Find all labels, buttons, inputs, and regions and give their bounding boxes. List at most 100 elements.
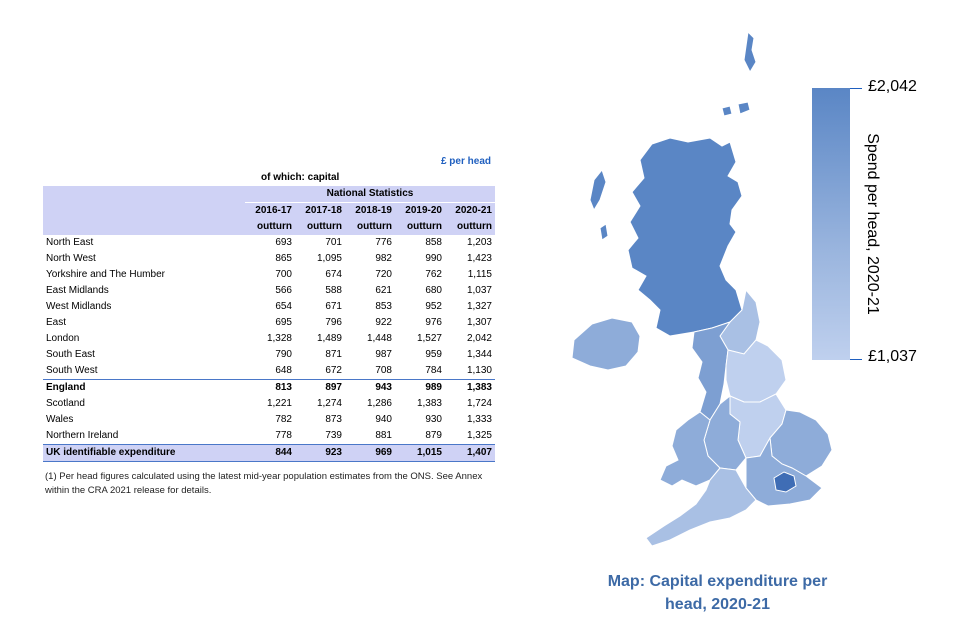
value-cell: 648 bbox=[275, 365, 292, 376]
table-row: Yorkshire and The Humber 700 674 720 762 1,11… bbox=[43, 267, 495, 283]
value-cell: 708 bbox=[375, 365, 392, 376]
region-northern-ireland bbox=[571, 317, 641, 371]
table-row: West Midlands 654 671 853 952 1,327 bbox=[43, 299, 495, 315]
table-row: Wales 782 873 940 930 1,333 bbox=[43, 412, 495, 428]
value-cell: 1,015 bbox=[395, 444, 445, 462]
table-row: North East 693 701 776 858 1,203 bbox=[43, 235, 495, 251]
column-header-year: 2019-20 bbox=[405, 205, 442, 216]
national-statistics-header: National Statistics bbox=[245, 186, 495, 203]
region-scotland bbox=[627, 137, 743, 337]
column-header-year: 2020-21 bbox=[455, 205, 492, 216]
region-scotland-islands bbox=[721, 101, 751, 117]
value-cell: 976 bbox=[425, 317, 442, 328]
table-year-header-row: 2016-17 2017-18 2018-19 2019-20 2020-21 bbox=[43, 202, 495, 219]
row-label: Northern Ireland bbox=[46, 430, 119, 441]
value-cell: 1,527 bbox=[416, 333, 442, 344]
value-cell: 680 bbox=[425, 285, 442, 296]
row-label: Wales bbox=[46, 414, 74, 425]
value-cell: 1,383 bbox=[445, 379, 495, 396]
value-cell: 987 bbox=[375, 349, 392, 360]
table-row: South East 790 871 987 959 1,344 bbox=[43, 347, 495, 363]
row-label: London bbox=[46, 333, 80, 344]
table-footnote: (1) Per head figures calculated using th… bbox=[45, 471, 483, 496]
value-cell: 897 bbox=[295, 379, 345, 396]
value-cell: 674 bbox=[325, 269, 342, 280]
value-cell: 796 bbox=[325, 317, 342, 328]
row-label: Yorkshire and The Humber bbox=[46, 269, 165, 280]
value-cell: 922 bbox=[375, 317, 392, 328]
value-cell: 762 bbox=[425, 269, 442, 280]
value-cell: 671 bbox=[325, 301, 342, 312]
table-row: East 695 796 922 976 1,307 bbox=[43, 315, 495, 331]
row-label: North West bbox=[46, 253, 96, 264]
table-row: East Midlands 566 588 621 680 1,037 bbox=[43, 283, 495, 299]
value-cell: 1,274 bbox=[316, 398, 342, 409]
value-cell: 782 bbox=[275, 414, 292, 425]
value-cell: 940 bbox=[375, 414, 392, 425]
table-group-header-row: National Statistics bbox=[43, 186, 495, 203]
column-header-outturn: outturn bbox=[357, 221, 392, 232]
value-cell: 700 bbox=[275, 269, 292, 280]
value-cell: 853 bbox=[375, 301, 392, 312]
map-caption: Map: Capital expenditure per head, 2020-… bbox=[607, 573, 828, 613]
table-row: Northern Ireland 778 739 881 879 1,325 bbox=[43, 428, 495, 445]
value-cell: 739 bbox=[325, 430, 342, 441]
value-cell: 1,286 bbox=[366, 398, 392, 409]
row-label: East bbox=[46, 317, 67, 328]
value-cell: 879 bbox=[425, 430, 442, 441]
table-row: South West 648 672 708 784 1,130 bbox=[43, 363, 495, 380]
value-cell: 1,344 bbox=[466, 349, 492, 360]
value-cell: 566 bbox=[275, 285, 292, 296]
table-row: North West 865 1,095 982 990 1,423 bbox=[43, 251, 495, 267]
row-label: West Midlands bbox=[46, 301, 112, 312]
value-cell: 778 bbox=[275, 430, 292, 441]
value-cell: 959 bbox=[425, 349, 442, 360]
value-cell: 1,383 bbox=[416, 398, 442, 409]
value-cell: 2,042 bbox=[466, 333, 492, 344]
table-corner-cell bbox=[43, 219, 245, 235]
value-cell: 989 bbox=[395, 379, 445, 396]
value-cell: 1,327 bbox=[466, 301, 492, 312]
table-row: Scotland 1,221 1,274 1,286 1,383 1,724 bbox=[43, 396, 495, 412]
region-scotland-shetland bbox=[743, 30, 757, 74]
column-header-year: 2018-19 bbox=[355, 205, 392, 216]
region-wales bbox=[659, 411, 721, 487]
value-cell: 1,307 bbox=[466, 317, 492, 328]
table-corner-cell bbox=[43, 186, 245, 203]
row-label: UK identifiable expenditure bbox=[43, 444, 245, 462]
value-cell: 1,489 bbox=[316, 333, 342, 344]
value-cell: 813 bbox=[245, 379, 295, 396]
table-row: UK identifiable expenditure 844 923 969 1,01… bbox=[43, 444, 495, 462]
value-cell: 1,407 bbox=[445, 444, 495, 462]
value-cell: 1,448 bbox=[366, 333, 392, 344]
value-cell: 873 bbox=[325, 414, 342, 425]
value-cell: 865 bbox=[275, 253, 292, 264]
value-cell: 930 bbox=[425, 414, 442, 425]
column-header-year: 2017-18 bbox=[305, 205, 342, 216]
uk-regions-map bbox=[571, 30, 833, 547]
column-header-outturn: outturn bbox=[457, 221, 492, 232]
value-cell: 1,333 bbox=[466, 414, 492, 425]
value-cell: 1,095 bbox=[316, 253, 342, 264]
value-cell: 720 bbox=[375, 269, 392, 280]
table-body: North East 693 701 776 858 1,203 North West 865… bbox=[43, 235, 495, 462]
expenditure-table: National Statistics 2016-17 2017-18 2018… bbox=[43, 186, 495, 462]
value-cell: 844 bbox=[245, 444, 295, 462]
value-cell: 790 bbox=[275, 349, 292, 360]
value-cell: 1,724 bbox=[466, 398, 492, 409]
value-cell: 693 bbox=[275, 237, 292, 248]
value-cell: 1,423 bbox=[466, 253, 492, 264]
value-cell: 1,037 bbox=[466, 285, 492, 296]
value-cell: 621 bbox=[375, 285, 392, 296]
value-cell: 1,203 bbox=[466, 237, 492, 248]
table-row: London 1,328 1,489 1,448 1,527 2,042 bbox=[43, 331, 495, 347]
value-cell: 1,221 bbox=[266, 398, 292, 409]
value-cell: 1,328 bbox=[266, 333, 292, 344]
row-label: South East bbox=[46, 349, 95, 360]
value-cell: 871 bbox=[325, 349, 342, 360]
column-header-outturn: outturn bbox=[407, 221, 442, 232]
row-label: South West bbox=[46, 365, 98, 376]
value-cell: 654 bbox=[275, 301, 292, 312]
table-sub-header-row: outturn outturn outturn outturn outturn bbox=[43, 219, 495, 235]
region-london bbox=[773, 471, 797, 493]
